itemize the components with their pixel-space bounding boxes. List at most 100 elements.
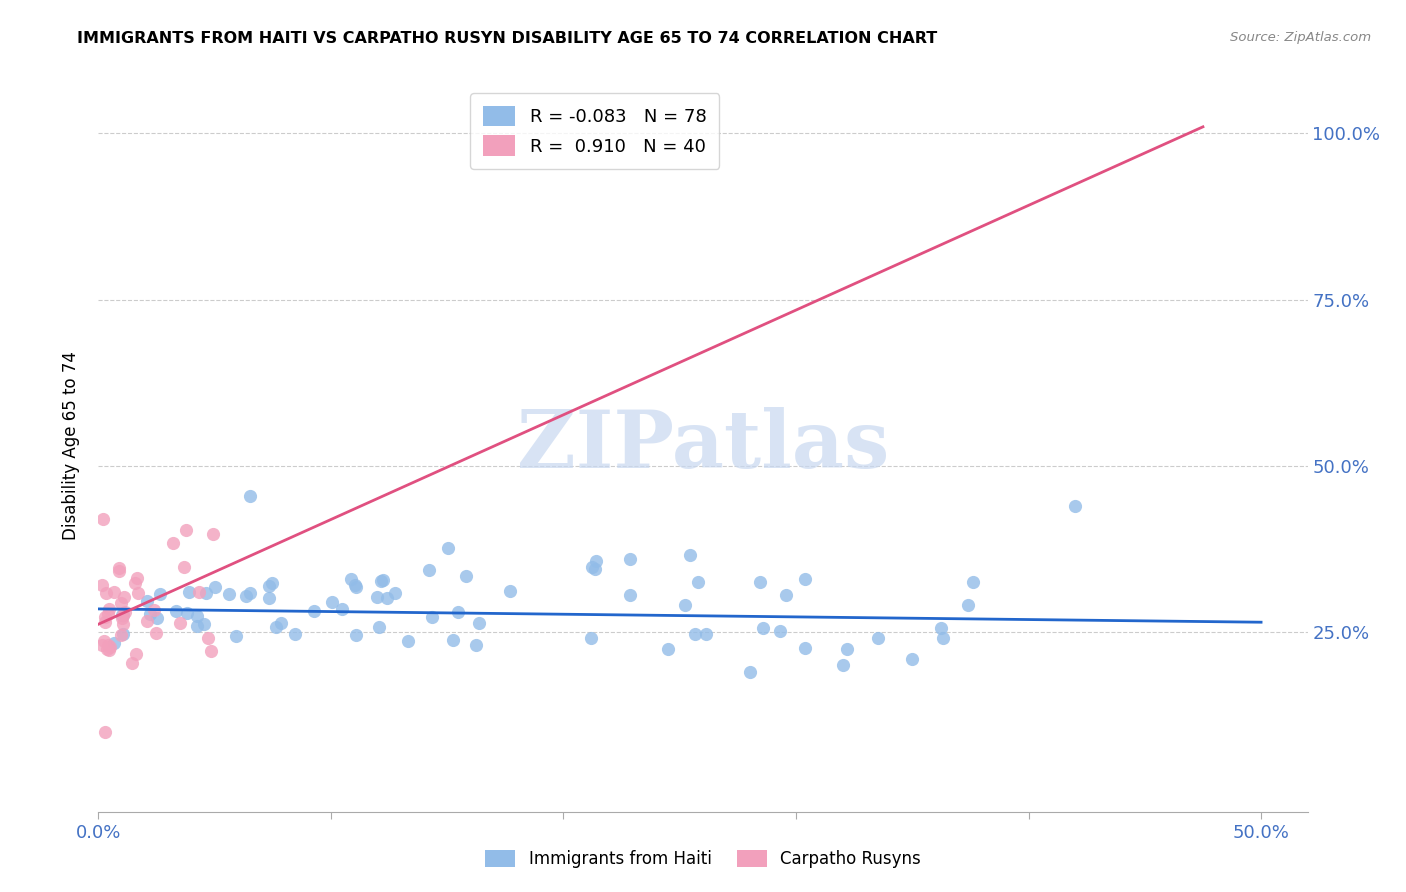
Point <box>262 576 284 591</box>
Point <box>962 575 984 590</box>
Point <box>177 585 200 599</box>
Point <box>794 641 817 656</box>
Point <box>257 579 280 593</box>
Point <box>107 564 129 578</box>
Point <box>619 589 641 603</box>
Point <box>619 552 641 566</box>
Point <box>97 638 120 652</box>
Point <box>112 607 135 622</box>
Point <box>340 573 363 587</box>
Point <box>581 560 603 574</box>
Point <box>464 638 486 652</box>
Point <box>235 589 257 603</box>
Point <box>447 605 470 619</box>
Point <box>110 607 132 622</box>
Point <box>96 607 118 621</box>
Point <box>94 610 117 624</box>
Point <box>169 615 191 630</box>
Text: IMMIGRANTS FROM HAITI VS CARPATHO RUSYN DISABILITY AGE 65 TO 74 CORRELATION CHAR: IMMIGRANTS FROM HAITI VS CARPATHO RUSYN … <box>77 31 938 46</box>
Point <box>111 627 134 641</box>
Point <box>931 621 953 635</box>
Point <box>127 586 149 600</box>
Point <box>794 572 817 586</box>
Point <box>93 633 115 648</box>
Point <box>738 665 761 679</box>
Point <box>1064 499 1087 513</box>
Point <box>225 629 247 643</box>
Point <box>769 624 792 639</box>
Point <box>673 598 696 612</box>
Point <box>108 561 131 575</box>
Point <box>420 610 443 624</box>
Point <box>284 626 307 640</box>
Point <box>91 638 114 652</box>
Point <box>436 541 458 556</box>
Point <box>188 585 211 599</box>
Point <box>932 631 955 645</box>
Point <box>396 634 419 648</box>
Point <box>174 523 197 537</box>
Point <box>176 606 198 620</box>
Point <box>94 725 117 739</box>
Point <box>143 603 166 617</box>
Y-axis label: Disability Age 65 to 74: Disability Age 65 to 74 <box>62 351 80 541</box>
Point <box>748 575 770 590</box>
Point <box>831 658 853 673</box>
Point <box>97 642 120 657</box>
Point <box>96 642 118 657</box>
Point <box>139 607 162 621</box>
Point <box>202 527 225 541</box>
Point <box>127 571 149 585</box>
Point <box>186 608 208 623</box>
Point <box>103 636 125 650</box>
Point <box>91 512 114 526</box>
Point <box>162 535 184 549</box>
Point <box>94 615 117 629</box>
Point <box>149 587 172 601</box>
Point <box>136 593 159 607</box>
Point <box>91 578 114 592</box>
Point <box>103 585 125 599</box>
Point <box>370 574 392 588</box>
Point <box>124 576 146 591</box>
Point <box>200 643 222 657</box>
Point <box>204 580 226 594</box>
Point <box>835 642 858 657</box>
Point <box>270 615 292 630</box>
Point <box>111 616 134 631</box>
Point <box>302 604 325 618</box>
Text: Source: ZipAtlas.com: Source: ZipAtlas.com <box>1230 31 1371 45</box>
Point <box>257 591 280 605</box>
Point <box>330 601 353 615</box>
Point <box>499 584 522 599</box>
Point <box>695 627 717 641</box>
Point <box>367 620 389 634</box>
Point <box>112 590 135 604</box>
Point <box>679 549 702 563</box>
Point <box>239 489 262 503</box>
Point <box>366 590 388 604</box>
Point <box>194 585 217 599</box>
Point <box>583 562 606 576</box>
Point <box>110 596 132 610</box>
Point <box>956 598 979 612</box>
Point <box>197 631 219 645</box>
Point <box>111 611 134 625</box>
Point <box>343 578 366 592</box>
Point <box>111 607 134 622</box>
Point <box>581 631 603 645</box>
Point <box>239 585 262 599</box>
Point <box>657 641 679 656</box>
Point <box>136 614 159 628</box>
Point <box>384 586 406 600</box>
Point <box>166 604 188 618</box>
Point <box>775 588 797 602</box>
Point <box>94 586 117 600</box>
Point <box>468 615 491 630</box>
Point <box>114 605 136 619</box>
Point <box>375 591 398 605</box>
Point <box>110 628 132 642</box>
Point <box>344 628 367 642</box>
Point <box>585 554 607 568</box>
Point <box>97 602 120 616</box>
